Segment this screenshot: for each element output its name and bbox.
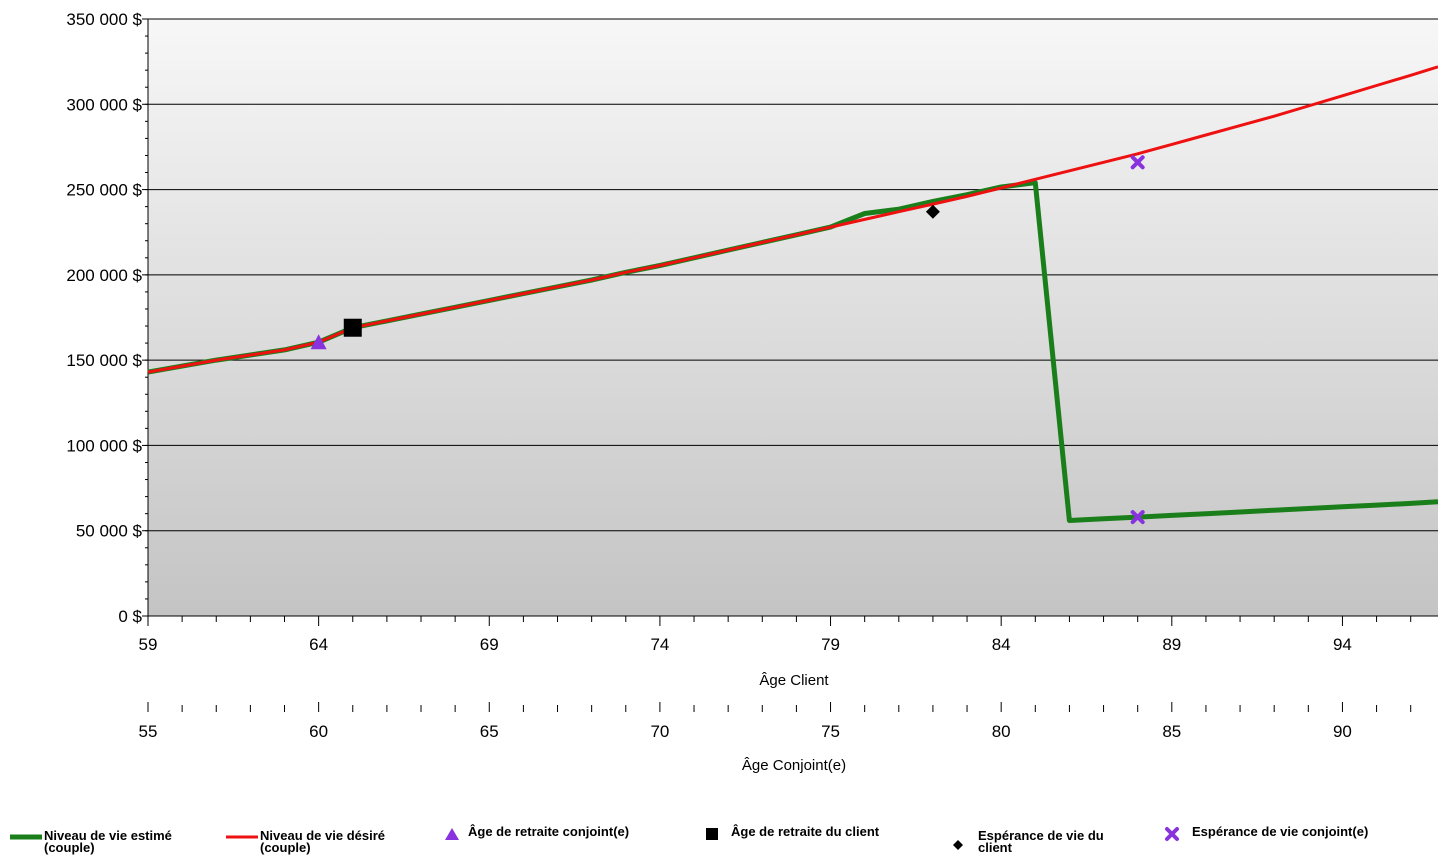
x1-tick-label: 59 <box>139 635 158 654</box>
retirement-chart: 0 $ 50 000 $ 100 000 $ 150 000 $ 200 000 $ 25… <box>66 10 1438 774</box>
y-tick-label: 0 $ <box>118 607 142 626</box>
x2-tick-label: 80 <box>992 722 1011 741</box>
marker-spouse-life-expectancy <box>1130 155 1145 170</box>
y-tick-label: 150 000 $ <box>66 351 142 370</box>
x1-tick-label: 69 <box>480 635 499 654</box>
y-tick-label: 200 000 $ <box>66 266 142 285</box>
series <box>147 65 1438 523</box>
legend-item-estimated: Niveau de vie estimé (couple) <box>8 828 172 855</box>
gridlines <box>148 18 1438 532</box>
axes: 0 $ 50 000 $ 100 000 $ 150 000 $ 200 000 $ 25… <box>66 10 1438 741</box>
legend-item-client-retirement: Âge de retraite du client <box>704 824 880 842</box>
legend-item-client-life: Espérance de vie du client <box>950 828 1104 855</box>
marker-client-retirement <box>343 318 362 337</box>
x1-tick-label: 89 <box>1162 635 1181 654</box>
x1-tick-label: 64 <box>309 635 328 654</box>
legend-label-desired: Niveau de vie désiré (couple) <box>260 828 386 855</box>
x2-tick-label: 70 <box>650 722 669 741</box>
plot-area <box>148 19 1438 616</box>
x1-tick-label: 94 <box>1333 635 1352 654</box>
x1-tick-label: 79 <box>821 635 840 654</box>
legend-label-client-life: Espérance de vie du client <box>978 828 1104 855</box>
y-tick-label: 300 000 $ <box>66 95 142 114</box>
x-axis-2-title: Âge Conjoint(e) <box>742 757 846 774</box>
y-tick-label: 350 000 $ <box>66 10 142 29</box>
y-tick-label: 100 000 $ <box>66 436 142 455</box>
legend-label-estimated: Niveau de vie estimé (couple) <box>44 828 172 855</box>
legend-item-desired: Niveau de vie désiré (couple) <box>224 828 386 855</box>
x1-tick-label: 84 <box>992 635 1011 654</box>
purple-cross-icon <box>1165 827 1179 841</box>
marker-spouse-life-expectancy <box>1130 510 1145 525</box>
x2-tick-label: 60 <box>309 722 328 741</box>
x-axis-1-title: Âge Client <box>759 672 829 689</box>
legend-label-spouse-life: Espérance de vie conjoint(e) <box>1192 824 1369 839</box>
x2-tick-label: 85 <box>1162 722 1181 741</box>
y-tick-label: 50 000 $ <box>76 522 143 541</box>
x2-tick-label: 55 <box>139 722 158 741</box>
x2-tick-label: 75 <box>821 722 840 741</box>
markers <box>310 155 1145 525</box>
y-tick-label: 250 000 $ <box>66 181 142 200</box>
legend-item-spouse-retirement: Âge de retraite conjoint(e) <box>442 824 630 842</box>
black-square-icon <box>706 828 718 840</box>
series-line-desired <box>147 65 1438 374</box>
x1-tick-label: 74 <box>650 635 669 654</box>
marker-spouse-retirement <box>310 334 327 350</box>
legend-item-spouse-life: Espérance de vie conjoint(e) <box>1164 824 1369 842</box>
marker-client-life-expectancy <box>925 204 940 219</box>
green-line-icon <box>10 834 42 840</box>
red-line-icon <box>226 835 258 839</box>
purple-triangle-icon <box>445 828 459 840</box>
black-diamond-icon <box>953 840 963 850</box>
legend-label-spouse-retirement: Âge de retraite conjoint(e) <box>468 824 630 839</box>
x2-tick-label: 65 <box>480 722 499 741</box>
legend-label-client-retirement: Âge de retraite du client <box>731 824 880 839</box>
legend: Niveau de vie estimé (couple) Niveau de … <box>0 822 1438 863</box>
x2-tick-label: 90 <box>1333 722 1352 741</box>
